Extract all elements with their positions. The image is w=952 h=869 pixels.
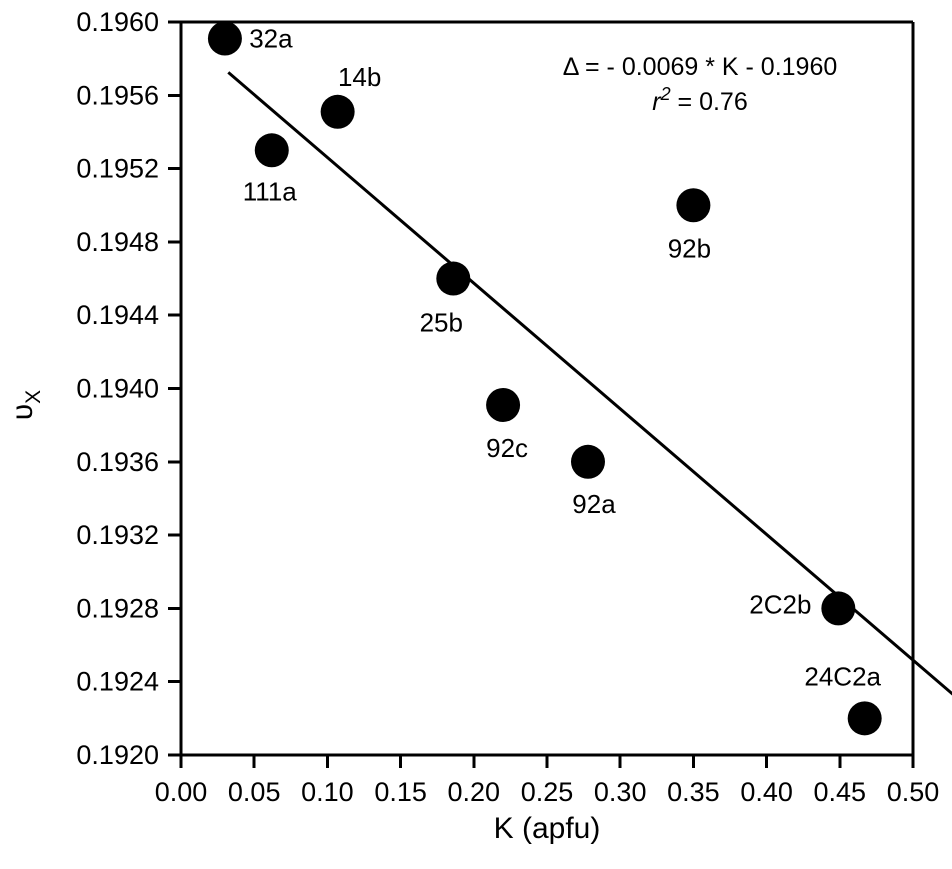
x-tick-label: 0.30 [594, 777, 647, 807]
r-squared-annotation: r2 = 0.76 [652, 84, 748, 116]
data-point-label: 2C2b [749, 589, 811, 619]
data-point[interactable] [436, 261, 471, 296]
data-point[interactable] [320, 94, 355, 129]
y-axis-title-base: υ [6, 404, 39, 420]
data-point[interactable] [254, 133, 289, 168]
x-tick-label: 0.15 [374, 777, 427, 807]
x-axis-title: K (apfu) [494, 812, 601, 845]
data-point-label: 25b [420, 308, 463, 338]
y-axis-ticks: 0.1920 0.1924 0.1928 0.1932 0.1936 0.1940 0.19… [76, 7, 181, 770]
y-tick-label: 0.1940 [76, 374, 159, 404]
r-value: = 0.76 [671, 88, 748, 116]
data-points-group: 32a 111a 14b 25b 92c 92a 92b 2C2b 24C2a [207, 21, 882, 736]
x-tick-label: 0.25 [521, 777, 574, 807]
data-point-label: 24C2a [804, 661, 881, 691]
x-tick-label: 0.10 [301, 777, 354, 807]
x-tick-label: 0.45 [814, 777, 867, 807]
y-axis-title-subscript: X [22, 390, 45, 404]
x-tick-label: 0.50 [887, 777, 940, 807]
equation-annotation: Δ = - 0.0069 * K - 0.1960 [563, 53, 838, 81]
y-tick-label: 0.1948 [76, 227, 159, 257]
data-point[interactable] [486, 387, 521, 422]
data-point[interactable] [570, 444, 605, 479]
y-tick-label: 0.1944 [76, 300, 159, 330]
x-tick-label: 0.20 [448, 777, 501, 807]
x-tick-label: 0.05 [228, 777, 281, 807]
x-axis-ticks: 0.00 0.05 0.10 0.15 0.20 0.25 0.30 0.35 0.40 0.45… [155, 755, 940, 807]
data-point-label: 92c [486, 433, 528, 463]
y-tick-label: 0.1928 [76, 593, 159, 623]
data-point[interactable] [207, 21, 242, 56]
y-tick-label: 0.1932 [76, 520, 159, 550]
data-point[interactable] [821, 591, 856, 626]
data-point-label: 92b [668, 233, 711, 263]
y-tick-label: 0.1956 [76, 80, 159, 110]
r-exponent: 2 [660, 84, 671, 104]
r-symbol: r [652, 88, 662, 116]
y-tick-label: 0.1936 [76, 447, 159, 477]
x-tick-label: 0.00 [155, 777, 208, 807]
y-tick-label: 0.1952 [76, 154, 159, 184]
y-tick-label: 0.1920 [76, 740, 159, 770]
data-point-label: 14b [338, 62, 381, 92]
svg-text:υX: υX [6, 390, 45, 420]
y-tick-label: 0.1960 [76, 7, 159, 37]
x-tick-label: 0.35 [667, 777, 720, 807]
data-point-label: 111a [243, 176, 298, 206]
data-point-label: 32a [249, 23, 293, 53]
data-point[interactable] [676, 188, 711, 223]
data-point[interactable] [847, 701, 882, 736]
x-tick-label: 0.40 [740, 777, 793, 807]
y-axis-title: υX [6, 390, 45, 420]
y-tick-label: 0.1924 [76, 667, 159, 697]
data-point-label: 92a [572, 489, 616, 519]
